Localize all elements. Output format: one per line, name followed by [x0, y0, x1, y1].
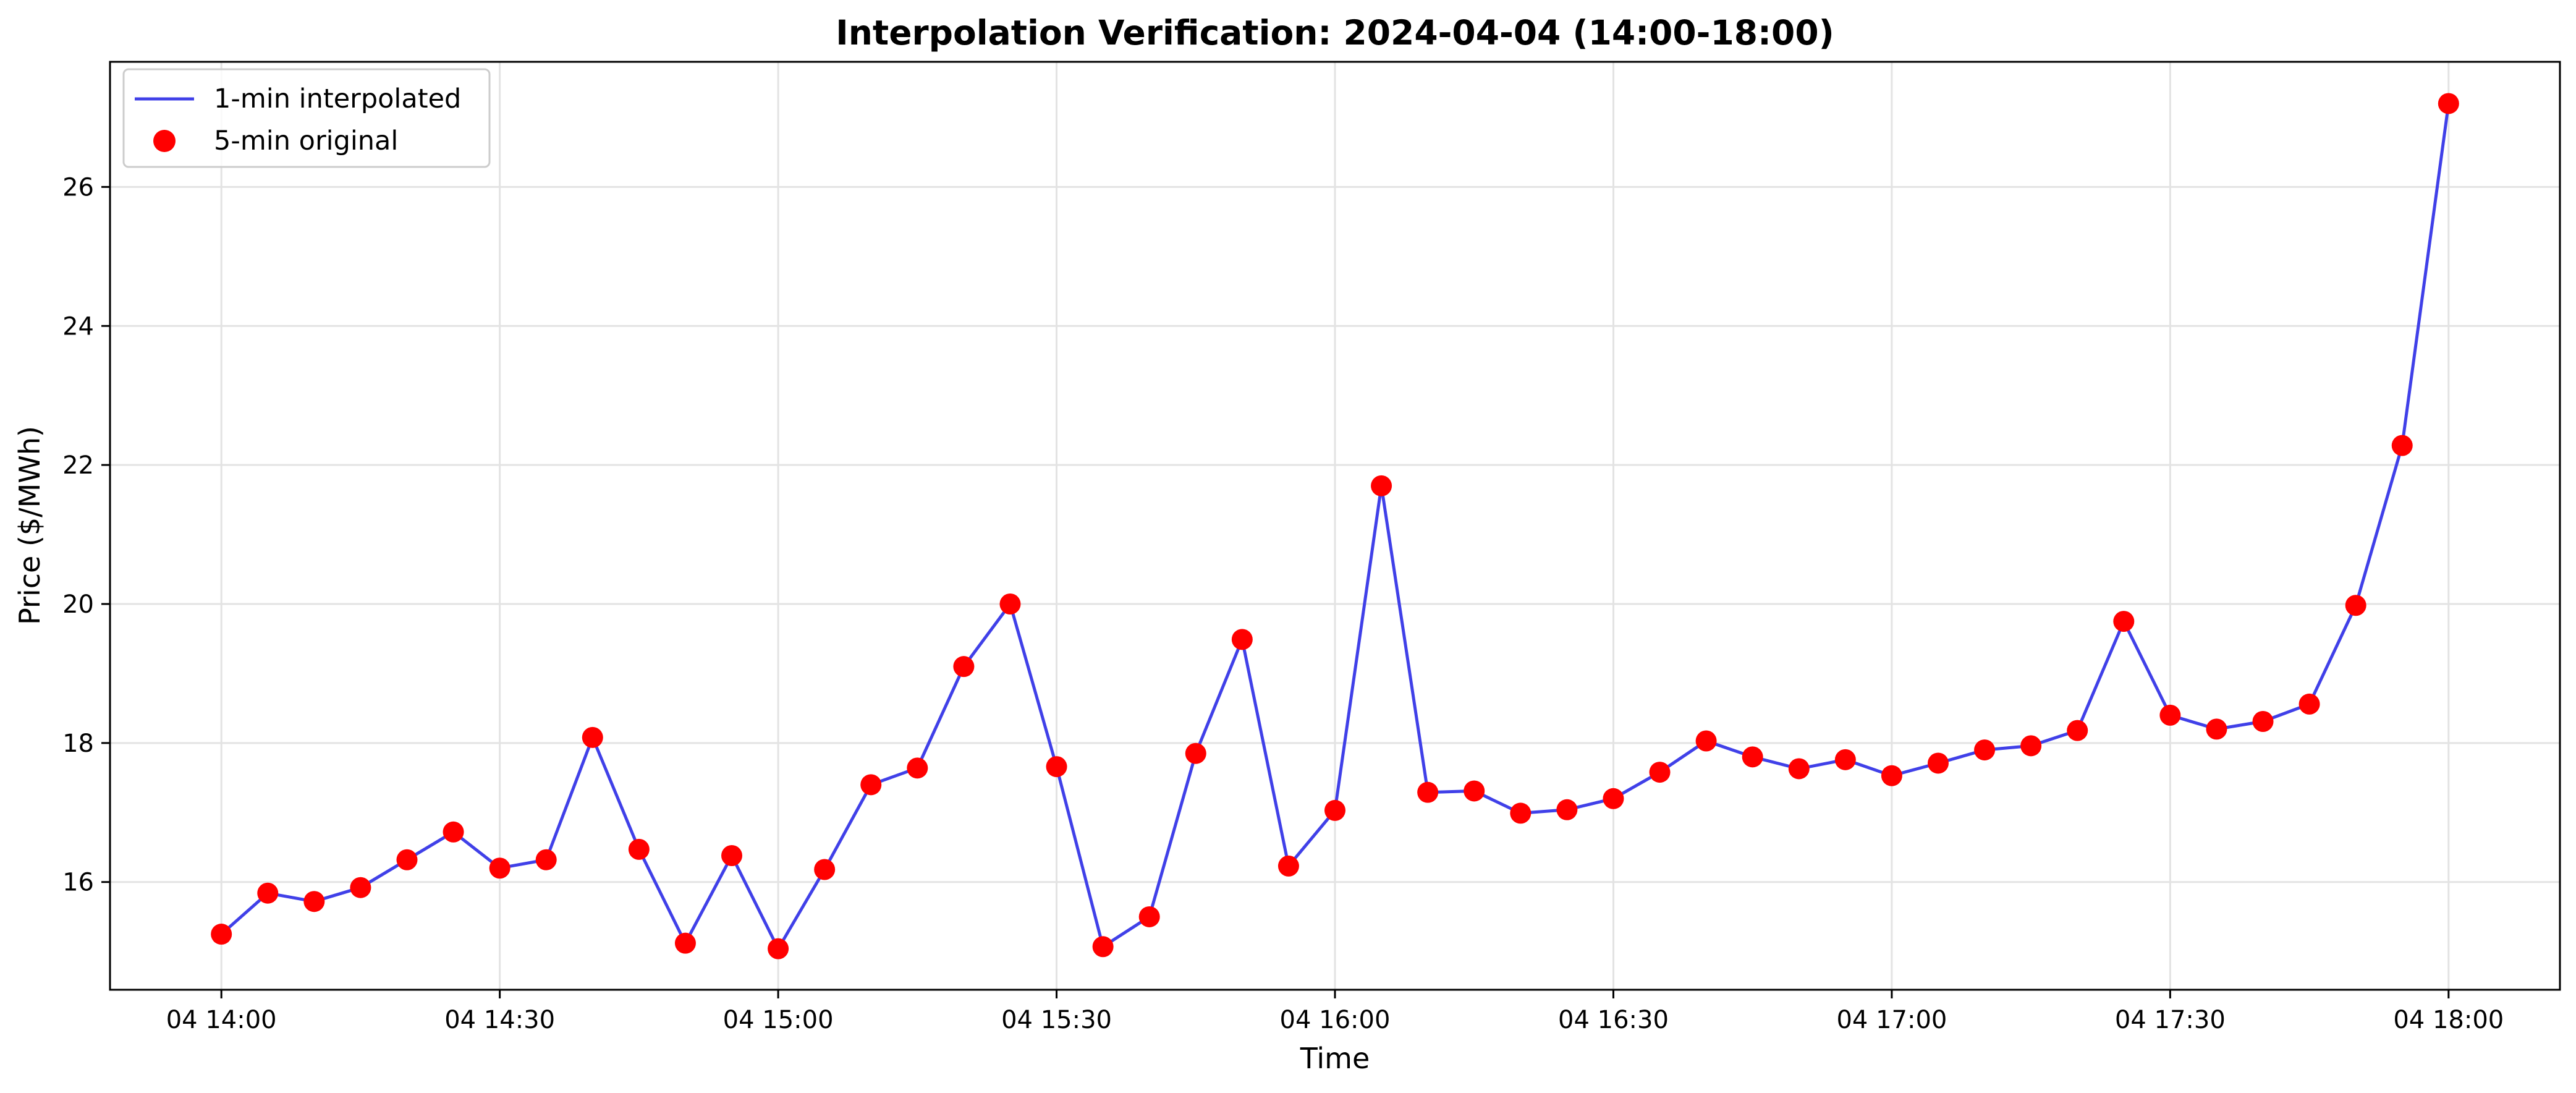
- data-point-original: [1417, 781, 1439, 803]
- data-point-original: [535, 849, 557, 870]
- series-markers: [211, 93, 2459, 959]
- data-point-original: [2391, 435, 2413, 456]
- y-tick-label: 24: [62, 312, 94, 341]
- x-tick-label: 04 14:00: [166, 1006, 277, 1034]
- x-axis-label: Time: [1300, 1042, 1370, 1075]
- data-point-original: [1649, 762, 1671, 783]
- data-point-original: [489, 857, 511, 879]
- data-point-original: [999, 593, 1021, 615]
- data-point-original: [1927, 752, 1949, 774]
- y-tick-label: 22: [62, 451, 94, 480]
- data-point-original: [1464, 780, 1485, 802]
- data-point-original: [1834, 749, 1856, 770]
- data-point-original: [1603, 788, 1624, 809]
- x-tick-label: 04 15:30: [1001, 1006, 1112, 1034]
- data-point-original: [2113, 611, 2135, 632]
- data-point-original: [2252, 711, 2274, 733]
- data-point-original: [396, 849, 418, 870]
- data-point-original: [907, 757, 928, 779]
- data-point-original: [1695, 730, 1717, 752]
- grid-lines: [110, 62, 2560, 990]
- data-point-original: [1974, 739, 1996, 761]
- data-point-original: [211, 924, 232, 945]
- data-point-original: [2067, 720, 2088, 741]
- data-point-original: [628, 838, 650, 860]
- data-point-original: [1046, 756, 1067, 778]
- data-point-original: [860, 774, 882, 796]
- data-point-original: [953, 656, 975, 678]
- data-point-original: [1510, 802, 1532, 824]
- x-tick-label: 04 18:00: [2393, 1006, 2504, 1034]
- x-tick-label: 04 15:00: [723, 1006, 834, 1034]
- y-axis: 16 18 20 22 24 26: [62, 173, 110, 897]
- legend: 1-min interpolated 5-min original: [122, 68, 491, 168]
- data-point-original: [1231, 629, 1253, 650]
- data-point-original: [1881, 765, 1902, 786]
- x-tick-label: 04 14:30: [444, 1006, 555, 1034]
- data-point-original: [2020, 735, 2042, 757]
- data-point-original: [1788, 758, 1810, 780]
- x-axis: 04 14:00 04 14:30 04 15:00 04 15:30 04 16:00…: [166, 990, 2504, 1034]
- data-point-original: [582, 726, 603, 748]
- data-point-original: [1092, 936, 1114, 958]
- data-point-original: [1185, 742, 1206, 764]
- x-tick-label: 04 17:00: [1836, 1006, 1947, 1034]
- data-point-original: [768, 938, 789, 959]
- data-point-original: [2345, 595, 2366, 616]
- data-point-original: [1324, 799, 1345, 821]
- data-point-original: [1277, 855, 1299, 877]
- legend-marker-swatch: [153, 130, 176, 152]
- data-point-original: [674, 932, 696, 954]
- data-point-original: [2206, 718, 2227, 740]
- x-tick-label: 04 17:30: [2115, 1006, 2226, 1034]
- data-point-original: [2159, 704, 2181, 726]
- legend-box: [122, 68, 491, 168]
- legend-label-interpolated: 1-min interpolated: [214, 83, 461, 114]
- data-point-original: [1556, 799, 1578, 820]
- data-point-original: [2298, 693, 2320, 715]
- y-tick-label: 18: [62, 729, 94, 758]
- data-point-original: [1742, 746, 1763, 768]
- data-point-original: [1138, 906, 1160, 927]
- data-point-original: [721, 845, 743, 867]
- y-axis-label: Price ($/MWh): [13, 426, 46, 625]
- data-point-original: [257, 882, 279, 904]
- data-point-original: [350, 877, 371, 898]
- chart-title: Interpolation Verification: 2024-04-04 (…: [836, 13, 1834, 53]
- y-tick-label: 16: [62, 869, 94, 897]
- data-point-original: [2438, 93, 2459, 114]
- x-tick-label: 04 16:00: [1280, 1006, 1391, 1034]
- data-point-original: [443, 821, 464, 843]
- y-tick-label: 20: [62, 590, 94, 619]
- data-point-original: [303, 891, 325, 912]
- legend-label-original: 5-min original: [214, 125, 398, 156]
- y-tick-label: 26: [62, 173, 94, 202]
- x-tick-label: 04 16:30: [1558, 1006, 1669, 1034]
- data-point-original: [1371, 475, 1392, 496]
- data-point-original: [814, 859, 836, 880]
